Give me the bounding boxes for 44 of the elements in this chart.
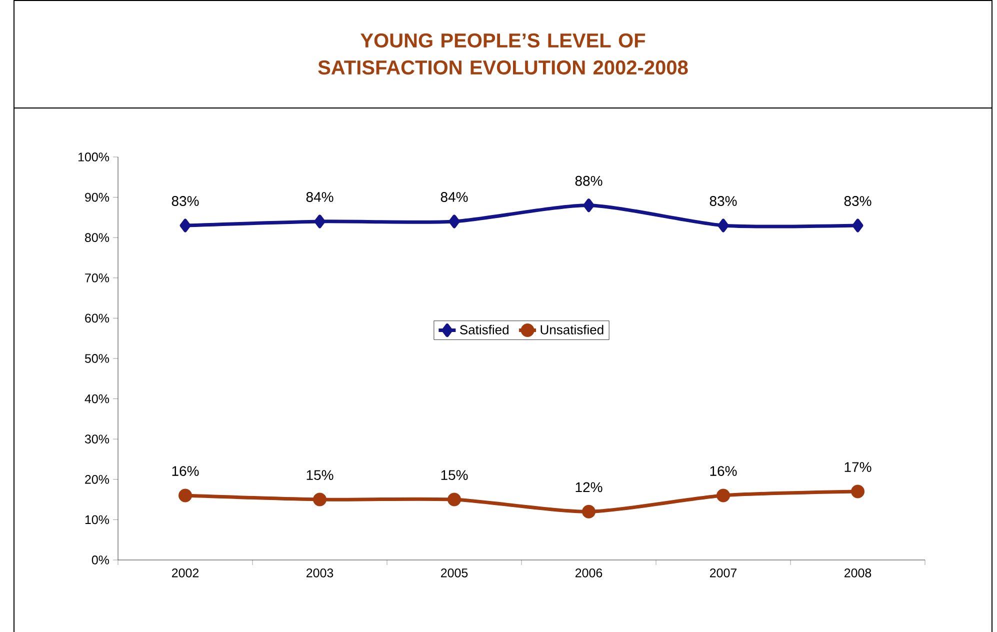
data-label: 15% — [306, 470, 334, 480]
point — [716, 488, 730, 502]
point — [448, 214, 460, 228]
data-label: 83% — [710, 196, 737, 206]
data-label: 88% — [575, 176, 602, 186]
x-tick-label: 2008 — [844, 568, 872, 578]
point — [314, 214, 326, 228]
data-label: 84% — [440, 192, 468, 202]
data-label: 83% — [844, 196, 872, 206]
y-tick-label: 30% — [84, 434, 110, 444]
point — [583, 198, 594, 212]
chart-title: YOUNG PEOPLE’S LEVEL OF SATISFACTION EVOLUTION 2002-2008 — [318, 33, 688, 75]
y-tick-label: 70% — [85, 273, 110, 282]
x-tick-label: 2005 — [440, 568, 468, 578]
data-label: 15% — [441, 470, 468, 480]
y-tick-label: 50% — [84, 354, 110, 363]
y-tick-label: 80% — [85, 233, 110, 242]
point — [851, 484, 865, 498]
point — [313, 492, 327, 506]
legend-label: Unsatisfied — [540, 324, 604, 334]
y-tick-label: 10% — [85, 515, 110, 524]
legend-label: Satisfied — [460, 324, 508, 334]
data-label: 17% — [844, 462, 872, 472]
y-tick-label: 40% — [84, 394, 110, 404]
y-tick-label: 100% — [78, 152, 110, 162]
x-tick-label: 2006 — [575, 568, 602, 578]
y-tick-label: 60% — [85, 314, 110, 323]
point — [178, 488, 192, 502]
point — [582, 504, 596, 518]
x-tick-label: 2003 — [306, 568, 334, 578]
data-label: 84% — [306, 192, 334, 202]
y-tick-label: 90% — [85, 192, 110, 202]
data-label: 16% — [710, 466, 737, 476]
data-label: 83% — [172, 196, 199, 206]
y-tick-label: 20% — [85, 474, 110, 484]
point — [852, 218, 864, 232]
point — [718, 218, 729, 232]
point — [448, 492, 462, 506]
y-tick-label: 0% — [92, 556, 110, 564]
data-label: 12% — [576, 482, 602, 492]
data-label: 16% — [172, 466, 199, 476]
point — [180, 218, 191, 232]
x-tick-label: 2007 — [710, 568, 737, 578]
x-tick-label: 2002 — [172, 568, 199, 578]
